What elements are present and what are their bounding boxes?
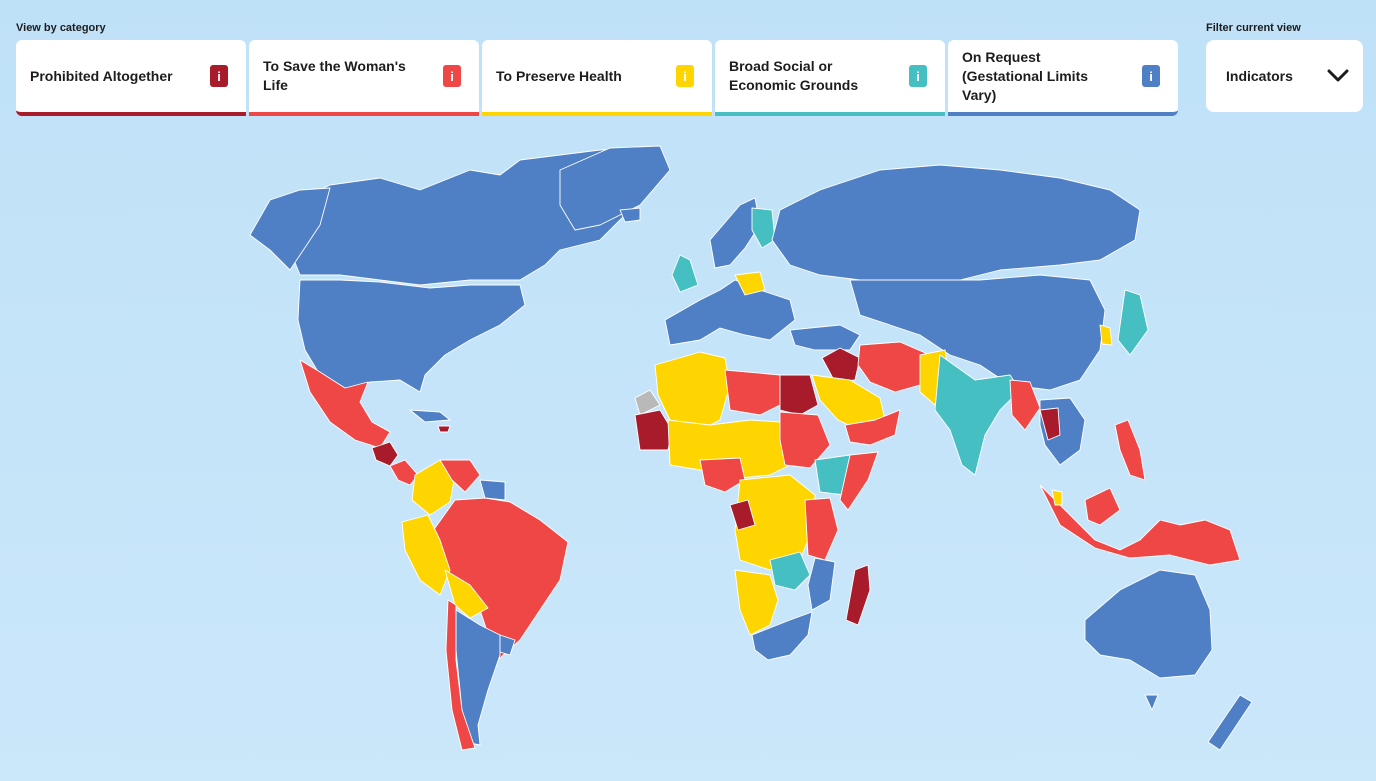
- info-icon[interactable]: i: [1142, 65, 1160, 87]
- country-bolivia-paraguay[interactable]: [444, 569, 489, 619]
- country-zambia-zimbabwe[interactable]: [769, 551, 811, 591]
- country-mexico[interactable]: [299, 359, 391, 449]
- country-alaska-usa[interactable]: [249, 187, 331, 271]
- country-australia[interactable]: [1084, 569, 1213, 679]
- country-uruguay[interactable]: [499, 634, 516, 656]
- category-preserve-health[interactable]: To Preserve Health i: [482, 40, 712, 116]
- country-malaysia[interactable]: [1051, 489, 1063, 506]
- country-thailand[interactable]: [1039, 407, 1061, 441]
- country-korea[interactable]: [1099, 324, 1113, 346]
- country-tasmania[interactable]: [1144, 694, 1159, 711]
- country-south-africa[interactable]: [751, 611, 813, 661]
- category-label: On Request (Gestational Limits Vary): [962, 48, 1089, 103]
- category-label: Broad Social or Economic Grounds: [729, 58, 859, 93]
- country-iran-afghanistan[interactable]: [857, 341, 931, 393]
- country-morocco-algeria[interactable]: [654, 351, 731, 431]
- country-western-europe[interactable]: [664, 279, 796, 346]
- country-nigeria-west-africa[interactable]: [699, 457, 746, 493]
- info-icon[interactable]: i: [909, 65, 927, 87]
- country-libya[interactable]: [724, 369, 781, 416]
- category-tabs: Prohibited Altogether i To Save the Woma…: [16, 40, 1178, 116]
- category-label: To Preserve Health: [496, 67, 622, 84]
- country-japan[interactable]: [1117, 289, 1149, 356]
- country-greenland[interactable]: [559, 145, 671, 231]
- category-save-womans-life[interactable]: To Save the Woman's Life i: [249, 40, 479, 116]
- country-myanmar-bangladesh[interactable]: [1009, 379, 1041, 431]
- country-madagascar[interactable]: [845, 564, 871, 626]
- country-usa[interactable]: [297, 279, 526, 393]
- category-on-request[interactable]: On Request (Gestational Limits Vary) i: [948, 40, 1178, 116]
- country-argentina[interactable]: [455, 609, 501, 746]
- country-poland[interactable]: [734, 271, 766, 296]
- country-iceland[interactable]: [619, 207, 641, 223]
- country-finland[interactable]: [751, 207, 776, 249]
- country-turkey-levant[interactable]: [789, 324, 861, 351]
- country-indonesia[interactable]: [1039, 484, 1241, 566]
- category-label: To Save the Woman's Life: [263, 58, 406, 93]
- country-egypt[interactable]: [779, 374, 819, 416]
- country-angola-namibia[interactable]: [734, 569, 779, 636]
- country-somalia[interactable]: [839, 451, 879, 511]
- country-borneo[interactable]: [1084, 487, 1121, 526]
- view-by-category-label: View by category: [16, 22, 106, 34]
- country-peru-ecuador[interactable]: [401, 514, 451, 596]
- country-india[interactable]: [934, 354, 1021, 476]
- country-russia[interactable]: [771, 164, 1141, 286]
- country-congo[interactable]: [729, 499, 756, 531]
- country-kenya-tanzania[interactable]: [804, 497, 839, 561]
- indicators-dropdown-label: Indicators: [1226, 68, 1293, 84]
- country-haiti[interactable]: [437, 425, 451, 433]
- country-yemen-oman[interactable]: [844, 409, 901, 446]
- info-icon[interactable]: i: [676, 65, 694, 87]
- country-guatemala[interactable]: [371, 441, 399, 467]
- country-cuba[interactable]: [409, 409, 451, 423]
- info-icon[interactable]: i: [210, 65, 228, 87]
- country-chile[interactable]: [445, 599, 476, 751]
- filter-current-view-label: Filter current view: [1206, 22, 1301, 34]
- category-prohibited-altogether[interactable]: Prohibited Altogether i: [16, 40, 246, 116]
- country-mauritania-mali[interactable]: [634, 409, 673, 451]
- country-philippines[interactable]: [1114, 419, 1146, 481]
- category-label: Prohibited Altogether: [30, 67, 173, 84]
- indicators-dropdown[interactable]: Indicators: [1206, 40, 1363, 112]
- country-china-central-asia[interactable]: [849, 274, 1106, 391]
- country-western-sahara[interactable]: [634, 389, 661, 416]
- chevron-down-icon: [1327, 69, 1349, 82]
- country-venezuela[interactable]: [439, 459, 481, 493]
- info-icon[interactable]: i: [443, 65, 461, 87]
- country-sudan[interactable]: [779, 411, 831, 469]
- country-uk[interactable]: [671, 254, 699, 293]
- country-new-zealand[interactable]: [1207, 694, 1253, 751]
- country-guyana-suriname[interactable]: [479, 479, 506, 501]
- country-mozambique[interactable]: [807, 557, 836, 611]
- world-map: [249, 145, 1253, 751]
- category-broad-social-economic[interactable]: Broad Social or Economic Grounds i: [715, 40, 945, 116]
- country-scandinavia[interactable]: [709, 197, 761, 269]
